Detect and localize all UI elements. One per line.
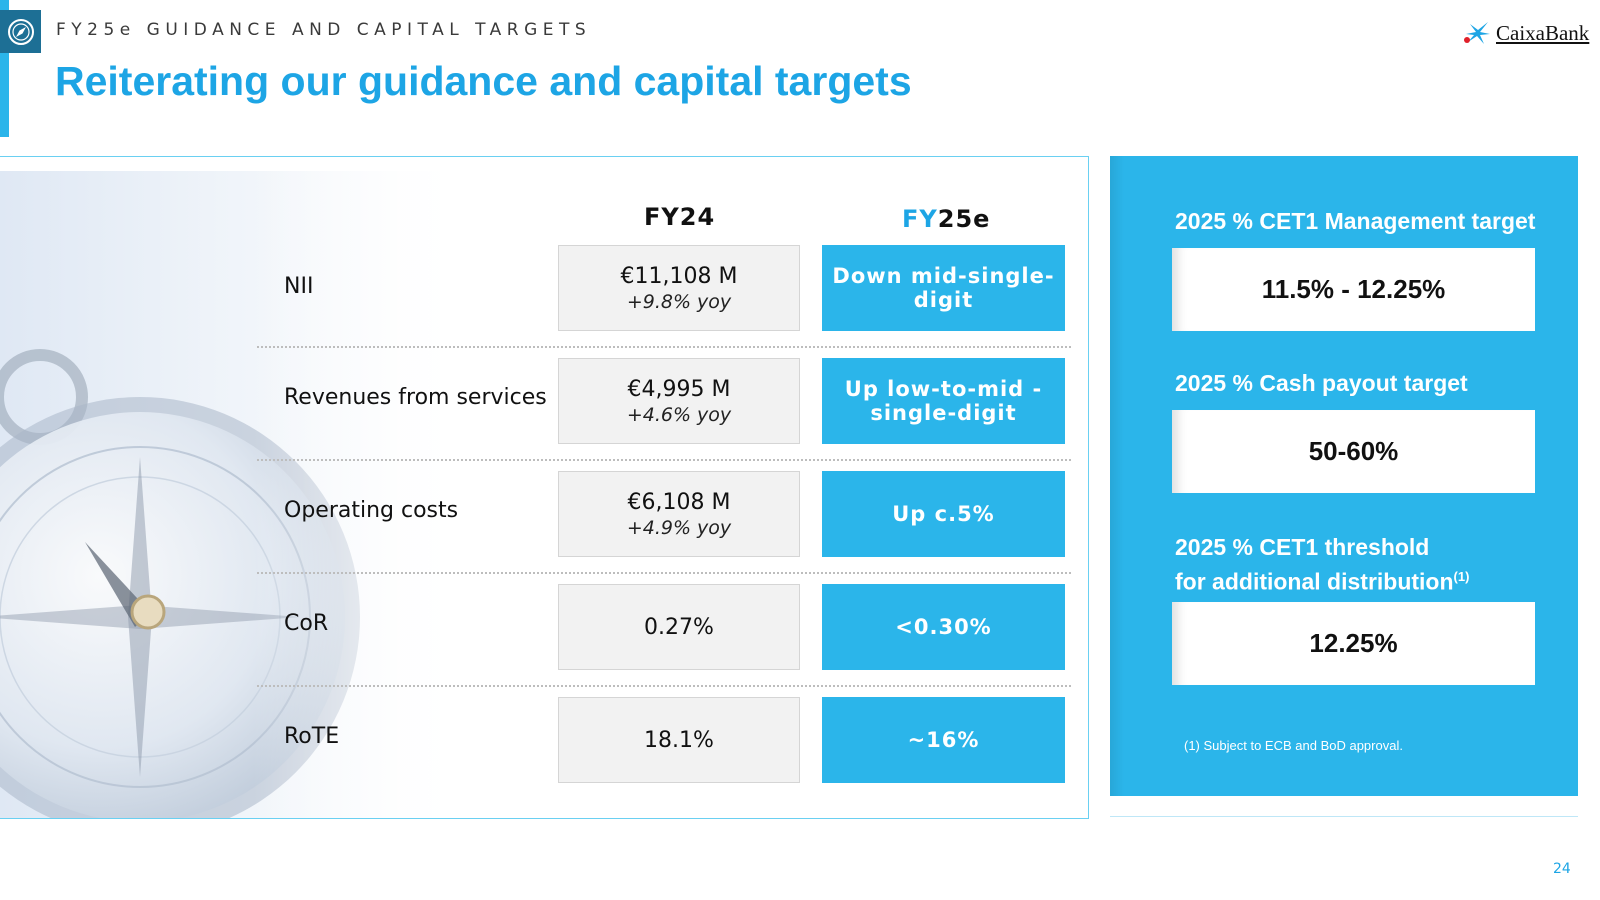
compass-icon bbox=[7, 18, 34, 45]
page-title: Reiterating our guidance and capital tar… bbox=[55, 58, 912, 104]
fy25-cell-revenues: Up low-to-mid -single-digit bbox=[822, 358, 1065, 444]
row-label-operating-costs: Operating costs bbox=[284, 498, 459, 523]
threshold-title-line1: 2025 % CET1 threshold bbox=[1175, 534, 1430, 560]
panel-shadow bbox=[1110, 156, 1124, 796]
row-label-revenues: Revenues from services bbox=[284, 385, 547, 410]
fy24-cell-cor: 0.27% bbox=[558, 584, 800, 670]
fy24-value: 0.27% bbox=[644, 614, 714, 640]
column-header-fy25e-suffix: 25e bbox=[937, 205, 991, 233]
accent-bar bbox=[0, 0, 9, 137]
footnote-marker: (1) bbox=[1453, 569, 1470, 584]
fy25-cell-rote: ~16% bbox=[822, 697, 1065, 783]
capital-targets-panel: 2025 % CET1 Management target 11.5% - 12… bbox=[1110, 156, 1578, 796]
page-number: 24 bbox=[1553, 861, 1571, 877]
fy25-cell-nii: Down mid-single-digit bbox=[822, 245, 1065, 331]
column-header-fy25e: FY25e bbox=[902, 205, 990, 233]
brand-name: CaixaBank bbox=[1496, 20, 1590, 45]
fy24-yoy: +4.6% yoy bbox=[626, 403, 732, 426]
fy24-value: €11,108 M bbox=[620, 263, 738, 289]
row-label-nii: NII bbox=[284, 274, 314, 299]
row-label-rote: RoTE bbox=[284, 724, 340, 749]
row-divider bbox=[257, 572, 1071, 574]
column-header-fy24: FY24 bbox=[644, 203, 716, 231]
compass-logo-badge bbox=[0, 10, 41, 53]
threshold-title-line2: for additional distribution(1) bbox=[1175, 568, 1470, 595]
row-label-cor: CoR bbox=[284, 611, 329, 636]
fy24-value: €4,995 M bbox=[627, 376, 731, 402]
fy24-value: €6,108 M bbox=[627, 489, 731, 515]
section-label: FY25e GUIDANCE AND CAPITAL TARGETS bbox=[56, 20, 592, 40]
cet1-target-title: 2025 % CET1 Management target bbox=[1175, 208, 1536, 234]
payout-target-value: 50-60% bbox=[1172, 410, 1535, 493]
threshold-target-title: 2025 % CET1 threshold for additional dis… bbox=[1175, 533, 1469, 597]
panel-underline bbox=[1110, 816, 1578, 817]
fy24-cell-revenues: €4,995 M +4.6% yoy bbox=[558, 358, 800, 444]
caixabank-star-icon bbox=[1464, 22, 1490, 44]
footnote: (1) Subject to ECB and BoD approval. bbox=[1184, 738, 1403, 753]
fy24-yoy: +4.9% yoy bbox=[626, 516, 732, 539]
row-divider bbox=[257, 459, 1071, 461]
fy24-cell-rote: 18.1% bbox=[558, 697, 800, 783]
guidance-panel: FY24 FY25e NII €11,108 M +9.8% yoy Down … bbox=[0, 156, 1089, 819]
brand-logo: CaixaBank bbox=[1462, 20, 1589, 46]
fy24-value: 18.1% bbox=[644, 727, 714, 753]
payout-target-title: 2025 % Cash payout target bbox=[1175, 370, 1468, 396]
fy24-cell-operating-costs: €6,108 M +4.9% yoy bbox=[558, 471, 800, 557]
cet1-target-value: 11.5% - 12.25% bbox=[1172, 248, 1535, 331]
row-divider bbox=[257, 685, 1071, 687]
row-divider bbox=[257, 346, 1071, 348]
column-header-fy25e-prefix: FY bbox=[902, 205, 938, 233]
fy24-cell-nii: €11,108 M +9.8% yoy bbox=[558, 245, 800, 331]
fy24-yoy: +9.8% yoy bbox=[626, 290, 732, 313]
fy25-cell-cor: <0.30% bbox=[822, 584, 1065, 670]
threshold-target-value: 12.25% bbox=[1172, 602, 1535, 685]
compass-illustration bbox=[0, 157, 460, 818]
fy25-cell-operating-costs: Up c.5% bbox=[822, 471, 1065, 557]
